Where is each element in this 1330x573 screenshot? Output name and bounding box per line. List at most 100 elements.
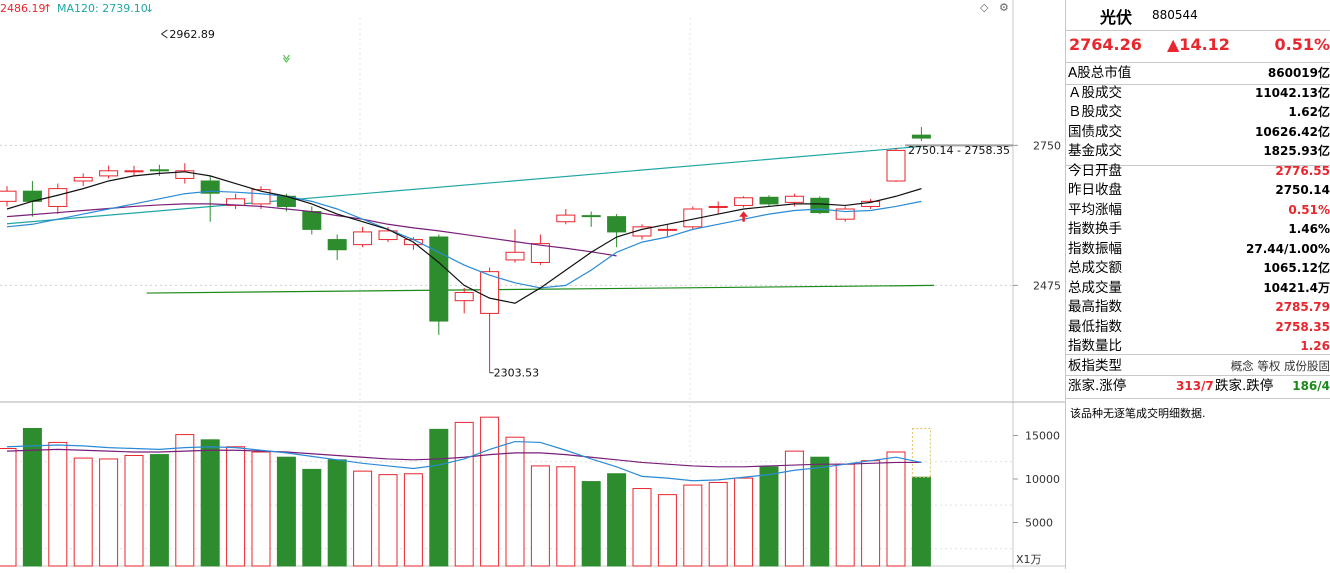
volume-bar xyxy=(73,457,93,567)
stat-label: 最低指数 xyxy=(1068,318,1122,335)
volume-bar xyxy=(99,458,119,567)
stat-value: 860019亿 xyxy=(1267,66,1330,80)
candle-body xyxy=(124,170,144,173)
candle-body xyxy=(429,236,449,322)
kline-chart[interactable]: 2750 2475 15000 10000 5000 X1万 2962.89 2303.53 2… xyxy=(0,0,1065,569)
volume-bar xyxy=(378,474,398,567)
volume-ma-long-line xyxy=(6,448,922,468)
ma-short-line xyxy=(6,171,922,304)
candle-body xyxy=(200,180,220,194)
volume-bar xyxy=(276,456,296,567)
down-arrow-icon: ↓ xyxy=(145,2,155,15)
stat-value: 2776.55 xyxy=(1275,163,1330,178)
stat-value: 2750.14 xyxy=(1275,183,1330,197)
candle-body xyxy=(302,211,322,230)
sector-code: 880544 xyxy=(1152,8,1198,22)
up-count-label: 涨家.涨停 xyxy=(1068,378,1127,394)
stat-row: Ａ股成交 11042.13亿 xyxy=(1066,83,1330,103)
candle-body xyxy=(708,205,728,208)
volume-bar xyxy=(835,463,855,567)
volume-bar xyxy=(251,451,271,567)
volume-bar xyxy=(734,477,754,567)
settings-icon[interactable]: ⚙ xyxy=(999,1,1009,14)
candle-body xyxy=(505,251,525,261)
stat-row: 基金成交 1825.93亿 xyxy=(1066,141,1330,161)
volume-bar xyxy=(886,451,906,567)
candle-body xyxy=(759,196,779,205)
stat-row: 最高指数 2785.79 xyxy=(1066,297,1330,317)
stat-row: 指数换手 1.46% xyxy=(1066,219,1330,239)
volume-bar xyxy=(708,481,728,567)
candle-body xyxy=(657,228,677,231)
volume-bar xyxy=(607,473,627,567)
volume-bar xyxy=(784,450,804,567)
up-count-value: 313/7 xyxy=(1176,379,1214,393)
stat-value: 11042.13亿 xyxy=(1254,85,1330,100)
stat-label: 今日开盘 xyxy=(1068,162,1122,179)
volume-ma-short-line xyxy=(6,440,922,482)
chart-canvas[interactable]: 2750 2475 15000 10000 5000 X1万 2962.89 2303.53 2… xyxy=(0,0,1065,569)
stat-row: 总成交量 10421.4万 xyxy=(1066,278,1330,298)
volume-bar xyxy=(530,465,550,567)
stat-value: 10421.4万 xyxy=(1263,280,1330,295)
high-marker xyxy=(161,29,168,39)
stat-row: Ｂ股成交 1.62亿 xyxy=(1066,102,1330,122)
stat-value: 1065.12亿 xyxy=(1263,261,1330,275)
candle-body xyxy=(48,188,68,207)
sector-name: 光伏 xyxy=(1100,8,1133,27)
stat-label: 总成交额 xyxy=(1068,260,1122,276)
candle-body xyxy=(454,292,474,302)
quote-panel: 光伏 880544 2764.26 ▲14.12 0.51% 涨家.涨停 313… xyxy=(1065,0,1330,569)
stat-label: Ａ股成交 xyxy=(1068,84,1122,101)
stat-value: 2758.35 xyxy=(1275,319,1330,334)
candle-body xyxy=(99,170,119,177)
divider xyxy=(1066,354,1330,355)
down-count-label: 跌家.跌停 xyxy=(1215,378,1274,394)
stat-value: 概念 等权 成份股固 xyxy=(1230,358,1330,373)
up-arrow-icon: ↑ xyxy=(43,2,53,15)
stat-value: 27.44/1.00% xyxy=(1246,241,1330,256)
candle-body xyxy=(886,149,906,182)
volume-bar xyxy=(581,481,601,567)
legend-ma-value: 2486.19 xyxy=(0,2,46,15)
divider xyxy=(1066,398,1330,399)
candle-body xyxy=(327,239,347,251)
volume-bar xyxy=(0,448,17,567)
volume-bar xyxy=(632,488,652,567)
divider xyxy=(1066,165,1330,166)
volume-estimate-box xyxy=(911,427,931,478)
diamond-icon[interactable]: ◇ xyxy=(980,1,989,14)
candle-body xyxy=(149,169,169,172)
volume-bar xyxy=(403,473,423,567)
volume-bar xyxy=(302,468,322,567)
volume-bar xyxy=(124,454,144,567)
price-change: ▲14.12 xyxy=(1167,35,1230,54)
price-axis-label: 2475 xyxy=(1033,279,1061,292)
volume-axis-label: 5000 xyxy=(1025,516,1053,529)
volume-bar xyxy=(657,494,677,567)
high-price-label: 2962.89 xyxy=(169,28,215,41)
candle-body xyxy=(530,243,550,263)
stat-label: Ｂ股成交 xyxy=(1068,104,1122,120)
volume-bar xyxy=(556,466,576,567)
volume-bar xyxy=(454,421,474,567)
volume-bar xyxy=(759,466,779,567)
candle-body xyxy=(734,197,754,206)
candle-body xyxy=(607,216,627,233)
ma-long-green-line xyxy=(146,284,935,294)
stat-label: 国债成交 xyxy=(1068,123,1122,140)
volume-bar xyxy=(911,476,931,567)
sell-signal-icon xyxy=(282,54,290,63)
volume-bar xyxy=(353,470,373,567)
ma-mid-line xyxy=(6,190,922,289)
volume-bar xyxy=(480,416,500,567)
volume-bar xyxy=(149,454,169,567)
stat-row: 平均涨幅 0.51% xyxy=(1066,200,1330,220)
volume-bar xyxy=(22,427,42,567)
divider xyxy=(1066,375,1330,376)
stat-row: 国债成交 10626.42亿 xyxy=(1066,122,1330,142)
range-label: 2750.14 - 2758.35 xyxy=(908,144,1010,157)
stat-row: 指数量比 1.26 xyxy=(1066,336,1330,356)
volume-bar xyxy=(505,436,525,567)
stat-row: 今日开盘 2776.55 xyxy=(1066,161,1330,181)
